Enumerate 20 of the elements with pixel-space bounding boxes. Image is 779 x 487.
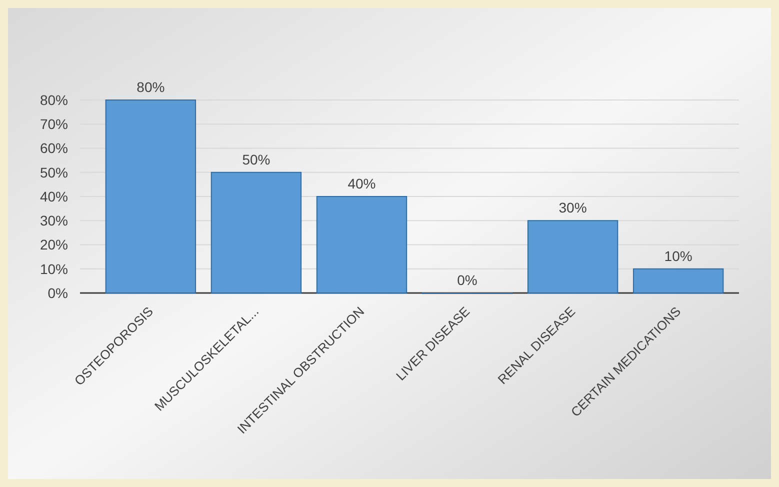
- y-tick-label: 10%: [40, 260, 68, 277]
- bar: [105, 100, 196, 294]
- data-label: 30%: [558, 200, 587, 216]
- data-label: 80%: [136, 79, 165, 95]
- bar: [527, 220, 618, 294]
- bar: [316, 196, 408, 294]
- y-tick-label: 70%: [40, 116, 68, 132]
- data-label: 40%: [348, 176, 376, 192]
- y-tick-label: 50%: [40, 164, 68, 180]
- bar: [210, 172, 302, 294]
- data-label: 10%: [664, 248, 692, 264]
- data-label: 50%: [242, 151, 270, 168]
- y-tick-label: 40%: [40, 188, 68, 204]
- data-label: 0%: [457, 272, 478, 288]
- bar: [632, 268, 724, 294]
- y-tick-label: 20%: [40, 236, 68, 253]
- y-tick-label: 60%: [40, 140, 68, 156]
- y-tick-label: 30%: [40, 212, 68, 229]
- y-tick-label: 80%: [40, 92, 68, 108]
- y-tick-label: 0%: [48, 284, 68, 301]
